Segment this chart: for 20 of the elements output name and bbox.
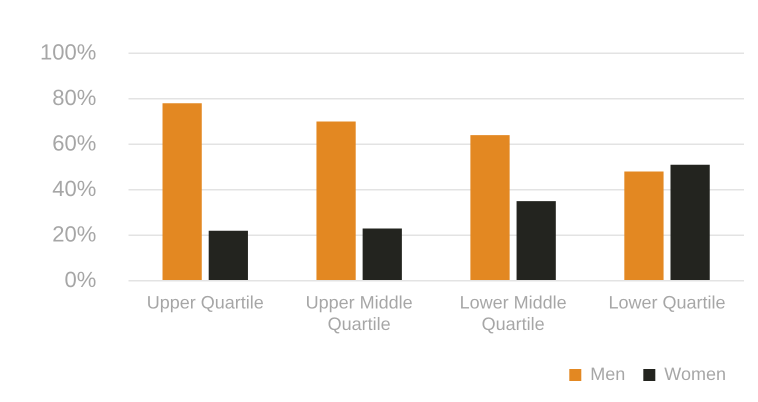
legend-label: Men: [590, 364, 626, 384]
y-tick-label: 60%: [52, 130, 96, 156]
bar: [516, 201, 556, 280]
bar: [208, 230, 248, 280]
x-tick-label: Upper Middle Quartile: [306, 292, 413, 334]
bar: [362, 228, 402, 280]
y-tick-label: 0%: [64, 266, 96, 292]
bar: [316, 121, 356, 280]
bar: [162, 103, 202, 280]
x-tick-label: Lower Middle Quartile: [460, 292, 567, 334]
bar: [670, 164, 710, 280]
legend-label: Women: [664, 364, 726, 384]
y-tick-label: 80%: [52, 84, 96, 110]
x-tick-label: Lower Quartile: [608, 292, 726, 313]
y-tick-label: 20%: [52, 221, 96, 246]
y-tick-label: 40%: [52, 176, 96, 201]
bar: [470, 135, 510, 280]
bar: [624, 172, 664, 280]
y-tick-label: 100%: [40, 39, 96, 64]
x-tick-label: Upper Quartile: [146, 292, 264, 313]
